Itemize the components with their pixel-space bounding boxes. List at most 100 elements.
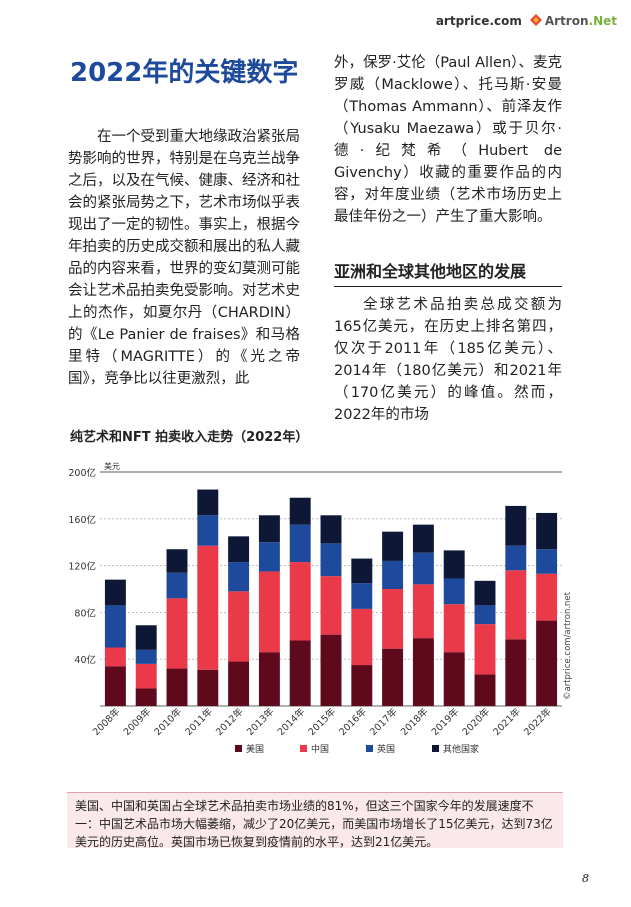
bar-segment: [474, 580, 496, 606]
bar-segment: [443, 604, 465, 653]
y-tick-label: 120亿: [68, 561, 96, 573]
bar-segment: [536, 620, 558, 706]
artron-logo-icon: [529, 14, 542, 26]
bar-segment: [382, 589, 404, 649]
chart-note: 美国、中国和英国占全球艺术品拍卖市场业绩的81%，但这三个国家今年的发展速度不一…: [67, 792, 563, 849]
bar-segment: [135, 688, 157, 706]
x-tick-label: 2012年: [213, 705, 246, 738]
x-tick-label: 2019年: [429, 705, 462, 738]
bar-segment: [382, 531, 404, 561]
bar-segment: [228, 536, 250, 563]
bar-segment: [258, 652, 280, 706]
bar-segment: [166, 572, 188, 599]
legend-label: 英国: [377, 743, 395, 755]
bar-segment: [320, 634, 342, 706]
x-tick-label: 2021年: [491, 705, 524, 738]
bar-segment: [104, 605, 126, 648]
legend-label: 其他国家: [443, 743, 479, 755]
bar-segment: [104, 666, 126, 706]
x-tick-label: 2010年: [152, 705, 185, 738]
bar-segment: [443, 550, 465, 579]
unit-label: 美元: [104, 461, 120, 471]
bar-segment: [135, 649, 157, 664]
x-tick-label: 2020年: [460, 705, 493, 738]
bar-segment: [412, 584, 434, 639]
bar-segment: [197, 669, 219, 706]
bar-segment: [320, 576, 342, 635]
x-tick-label: 2014年: [275, 705, 308, 738]
bar-segment: [289, 640, 311, 706]
bar-segment: [536, 512, 558, 550]
x-tick-label: 2009年: [121, 705, 154, 738]
bar-segment: [228, 562, 250, 592]
bar-segment: [166, 668, 188, 706]
bar-segment: [505, 570, 527, 640]
bar-segment: [443, 578, 465, 605]
artprice-logo: artprice.com: [435, 14, 522, 28]
x-tick-label: 2017年: [367, 705, 400, 738]
bar-segment: [104, 647, 126, 667]
bar-segment: [320, 543, 342, 577]
bar-segment: [505, 505, 527, 546]
bar-segment: [166, 598, 188, 669]
left-column: 在一个受到重大地缘政治紧张局势影响的世界，特别是在乌克兰战争之后，以及在气候、健…: [68, 126, 300, 390]
bar-segment: [228, 661, 250, 706]
legend-label: 中国: [311, 743, 329, 755]
bar-segment: [197, 489, 219, 516]
x-tick-label: 2011年: [183, 705, 216, 738]
section-paragraph: 全球艺术品拍卖总成交额为165亿美元，在历史上排名第四，仅次于2011年（185…: [334, 297, 562, 423]
heading-rule: [334, 286, 562, 287]
legend-swatch: [235, 745, 242, 752]
bar-segment: [135, 625, 157, 650]
legend-swatch: [300, 745, 307, 752]
x-tick-label: 2016年: [337, 705, 370, 738]
right-column-section: 全球艺术品拍卖总成交额为165亿美元，在历史上排名第四，仅次于2011年（185…: [334, 294, 562, 426]
bar-segment: [382, 648, 404, 706]
chart-watermark: ©artprice.com/artron.net: [563, 591, 573, 700]
bar-segment: [258, 542, 280, 572]
y-tick-label: 40亿: [74, 654, 96, 666]
right-column: 外，保罗·艾伦（Paul Allen）、麦克罗威（Macklowe）、托马斯·安…: [334, 52, 562, 228]
bar-segment: [351, 665, 373, 706]
bar-segment: [505, 639, 527, 706]
x-tick-label: 2013年: [244, 705, 277, 738]
continued-paragraph: 外，保罗·艾伦（Paul Allen）、麦克罗威（Macklowe）、托马斯·安…: [334, 55, 562, 225]
legend-swatch: [432, 745, 439, 752]
bar-segment: [228, 591, 250, 662]
bar-segment: [382, 560, 404, 589]
bar-segment: [104, 579, 126, 606]
bar-segment: [351, 558, 373, 584]
bar-segment: [536, 549, 558, 574]
bar-segment: [258, 515, 280, 543]
page-title: 2022年的关键数字: [70, 58, 299, 88]
x-tick-label: 2015年: [306, 705, 339, 738]
bar-segment: [351, 608, 373, 666]
bar-segment: [289, 562, 311, 641]
bar-segment: [166, 549, 188, 573]
bar-segment: [412, 552, 434, 585]
x-tick-label: 2022年: [521, 705, 554, 738]
legend-label: 美国: [246, 743, 264, 755]
x-tick-label: 2008年: [90, 705, 123, 738]
bar-segment: [505, 545, 527, 571]
section-heading: 亚洲和全球其他地区的发展: [334, 262, 527, 281]
header-logos: artprice.com Artron.Net: [436, 14, 617, 28]
bar-segment: [289, 497, 311, 525]
bar-segment: [351, 583, 373, 609]
intro-paragraph: 在一个受到重大地缘政治紧张局势影响的世界，特别是在乌克兰战争之后，以及在气候、健…: [68, 129, 300, 387]
y-tick-label: 80亿: [74, 607, 96, 619]
bar-segment: [197, 515, 219, 546]
bar-segment: [443, 652, 465, 706]
bar-segment: [412, 524, 434, 553]
y-tick-label: 200亿: [68, 467, 96, 479]
artron-logo: Artron.Net: [529, 14, 617, 28]
bar-segment: [412, 638, 434, 706]
bar-segment: [474, 624, 496, 675]
bar-segment: [289, 524, 311, 563]
y-tick-label: 160亿: [68, 514, 96, 526]
bar-segment: [474, 605, 496, 625]
page-number: 8: [582, 872, 589, 885]
bar-segment: [536, 573, 558, 621]
chart-title: 纯艺术和NFT 拍卖收入走势（2022年）: [70, 430, 309, 445]
